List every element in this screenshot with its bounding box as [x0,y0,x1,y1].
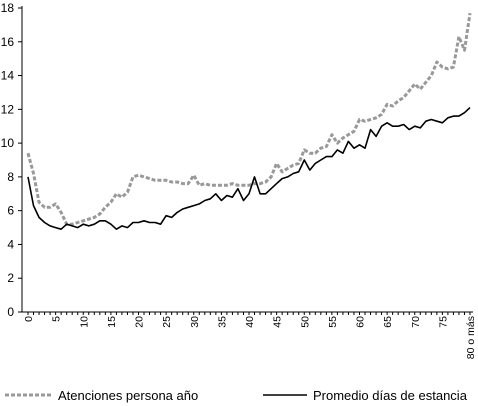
x-axis-ticks: 0 5 10 15 20 25 30 35 40 45 50 55 60 65 70 75 80 o más [23,312,477,359]
y-tick-label: 6 [7,204,14,218]
x-tick-label: 55 [327,316,339,328]
x-tick-label: 15 [106,316,118,328]
y-tick-label: 2 [7,271,14,285]
legend: Atenciones persona año Promedio días de … [5,388,468,403]
x-tick-label: 70 [410,316,422,328]
x-tick-label: 60 [355,316,367,328]
x-tick-label: 35 [216,316,228,328]
y-tick-label: 8 [7,170,14,184]
y-axis-ticks: 0 2 4 6 8 10 12 14 16 18 [1,1,22,319]
x-tick-label: 40 [244,316,256,328]
x-tick-label: 0 [23,316,35,322]
x-tick-label: 30 [189,316,201,328]
series-line-promedio [27,107,471,230]
series-line-atenciones [26,12,472,226]
y-tick-label: 16 [1,35,15,49]
x-tick-label: 50 [299,316,311,328]
x-tick-label: 5 [51,316,63,322]
y-tick-label: 18 [1,1,15,15]
y-tick-label: 0 [7,305,14,319]
x-tick-label: 20 [134,316,146,328]
legend-label-promedio: Promedio días de estancia [313,388,468,403]
x-tick-label: 75 [437,316,449,328]
legend-label-atenciones: Atenciones persona año [58,388,198,403]
x-tick-label: 65 [382,316,394,328]
y-tick-label: 14 [1,69,15,83]
x-tick-label: 25 [161,316,173,328]
x-tick-label: 80 o más [465,316,477,359]
y-tick-label: 4 [7,237,14,251]
x-tick-label: 45 [272,316,284,328]
y-tick-label: 12 [1,102,15,116]
series-lines [26,12,472,230]
x-tick-label: 10 [78,316,90,328]
y-tick-label: 10 [1,136,15,150]
axes [21,6,473,313]
